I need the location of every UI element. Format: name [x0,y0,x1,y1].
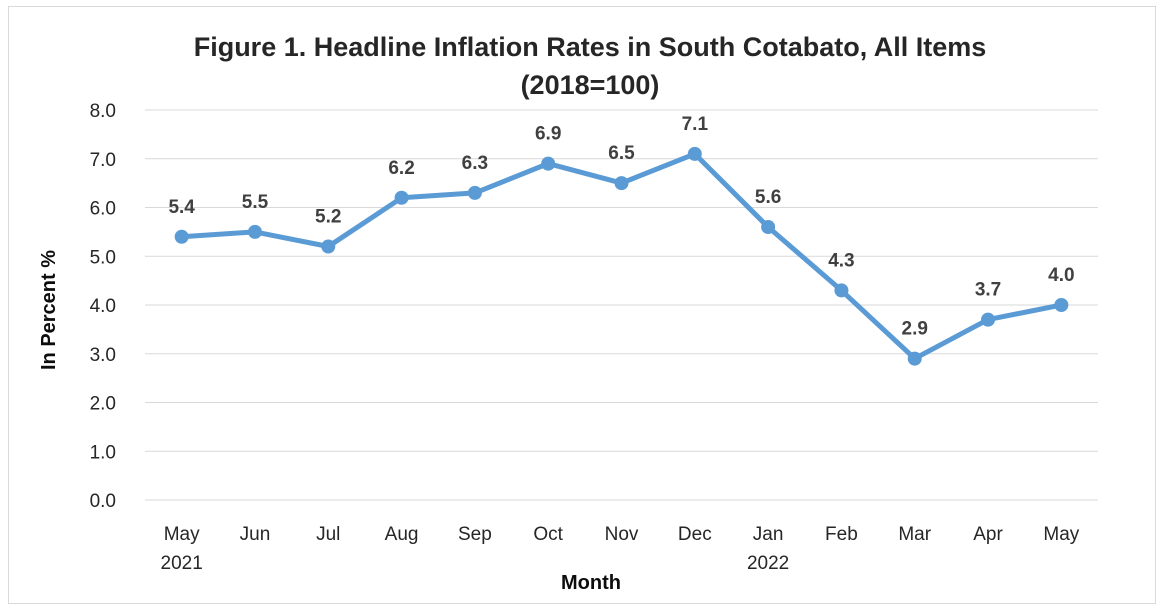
x-tick-label: Jan [753,524,784,545]
x-tick-label: Dec [678,524,712,545]
x-axis-title: Month [561,572,621,594]
x-tick-label: Jul [316,524,340,545]
y-tick-label: 8.0 [90,101,116,122]
x-tick-sublabel: 2021 [161,553,203,574]
x-tick-label: Jun [240,524,271,545]
data-label: 5.2 [315,207,341,228]
data-label: 6.2 [388,158,414,179]
data-label: 5.6 [755,187,781,208]
y-axis-title: In Percent % [38,250,60,370]
x-tick-label: May [164,524,200,545]
data-label: 6.9 [535,124,561,145]
data-label: 5.5 [242,192,269,213]
x-tick-label: Mar [898,524,931,545]
data-label: 3.7 [975,280,1001,301]
x-tick-label: Feb [825,524,858,545]
x-tick-label: Apr [973,524,1003,545]
data-label: 5.4 [168,197,195,218]
series-points [174,146,1069,366]
data-label: 4.0 [1048,265,1074,286]
data-point [247,224,262,239]
data-point [834,283,849,298]
data-label: 2.9 [902,319,928,340]
data-point [467,185,482,200]
gridlines [145,109,1098,501]
data-point [614,176,629,191]
chart-title-line2: (2018=100) [521,70,660,100]
data-point [174,229,189,244]
data-point [541,156,556,171]
y-tick-label: 0.0 [90,491,116,512]
y-tick-label: 1.0 [90,442,116,463]
x-tick-label: Sep [458,524,492,545]
x-tick-sublabel: 2022 [747,553,789,574]
x-tick-label: Nov [605,524,639,545]
data-point [321,239,336,254]
y-tick-label: 3.0 [90,345,116,366]
data-point [1054,298,1069,312]
data-point [761,220,776,234]
data-point [394,190,409,205]
y-axis-ticks: 0.0 1.0 2.0 3.0 4.0 5.0 6.0 7.0 8.0 [90,101,116,512]
y-tick-label: 6.0 [90,199,116,220]
y-tick-label: 5.0 [90,247,116,268]
data-label: 4.3 [828,250,854,271]
data-point [907,351,922,366]
y-tick-label: 2.0 [90,394,116,415]
data-label: 7.1 [682,114,709,135]
x-tick-label: Oct [533,524,563,545]
y-tick-label: 4.0 [90,296,116,317]
data-label: 6.3 [462,153,488,174]
data-label: 6.5 [608,143,635,164]
x-tick-label: Aug [385,524,419,545]
data-labels: 5.4 5.5 5.2 6.2 6.3 6.9 6.5 7.1 5.6 4.3 2.9 3.7 4.0 [168,114,1074,340]
x-axis-ticks: May 2021 Jun Jul Aug Sep Oct Nov Dec Jan 2022 Feb Ma… [161,524,1080,574]
chart-title-line1: Figure 1. Headline Inflation Rates in So… [194,32,987,62]
x-tick-label: May [1043,524,1079,545]
data-point [981,312,996,327]
data-point [687,146,702,161]
y-tick-label: 7.0 [90,150,116,171]
